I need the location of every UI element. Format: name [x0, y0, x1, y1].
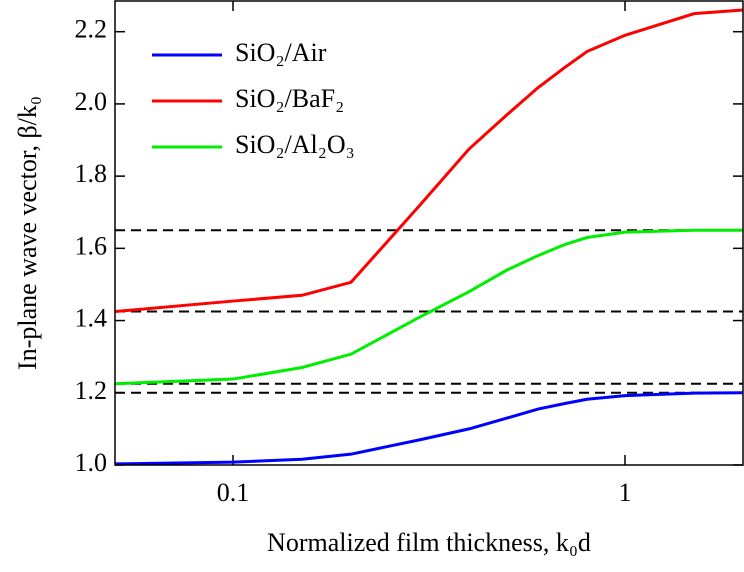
- legend-label: SiO₂/Al₂O₃: [235, 130, 355, 159]
- y-tick-label: 2.0: [75, 87, 108, 116]
- plot-frame: [114, 0, 744, 466]
- x-axis-label: Normalized film thickness, k₀d: [267, 528, 591, 557]
- y-tick-label: 1.2: [75, 376, 108, 405]
- legend-label: SiO₂/Air: [235, 38, 327, 67]
- x-tick-label: 1: [618, 478, 631, 507]
- series-line: [114, 228, 743, 386]
- y-axis-label: In-plane wave vector, β/k₀: [13, 96, 42, 370]
- y-tick-label: 1.4: [75, 304, 108, 333]
- y-tick-label: 1.8: [75, 159, 108, 188]
- series-line: [114, 391, 744, 466]
- series-line: [114, 8, 744, 314]
- y-tick-label: 1.0: [75, 448, 108, 477]
- legend-label: SiO₂/BaF₂: [235, 84, 344, 113]
- y-tick-label: 1.6: [75, 231, 108, 260]
- y-tick-label: 2.2: [75, 15, 108, 44]
- x-tick-label: 0.1: [217, 478, 250, 507]
